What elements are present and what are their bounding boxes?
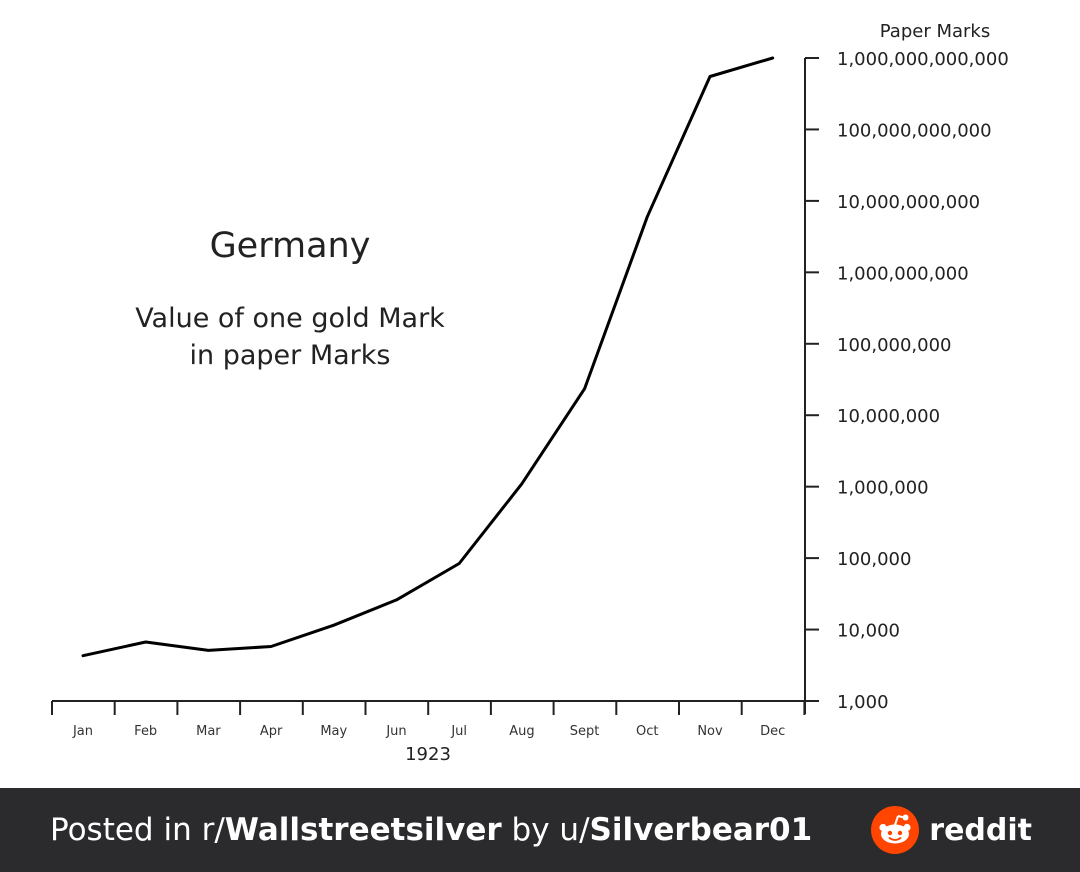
reddit-wordmark: reddit: [929, 812, 1032, 848]
by-user-prefix: by u/: [501, 812, 590, 848]
y-tick-label: 10,000,000: [837, 406, 940, 427]
reddit-brand[interactable]: reddit: [871, 806, 1032, 854]
x-tick-label: Jan: [72, 724, 93, 739]
reddit-logo-icon: [871, 806, 920, 854]
chart-title: Germany: [210, 226, 371, 266]
x-tick-label: Aug: [509, 724, 534, 739]
y-tick-label: 1,000,000,000,000: [837, 49, 1009, 70]
x-tick-label: Mar: [196, 724, 221, 739]
x-tick-label: Oct: [636, 724, 658, 739]
x-tick-label: Dec: [760, 724, 785, 739]
series-line: [81, 56, 775, 658]
x-axis-label: 1923: [405, 744, 451, 765]
y-tick-label: 1,000,000,000: [837, 263, 969, 284]
y-tick-label: 10,000: [837, 621, 900, 642]
chart-subtitle-line-2: in paper Marks: [190, 340, 391, 371]
x-tick-label: Jul: [450, 724, 467, 739]
y-axis-label: Paper Marks: [880, 21, 990, 42]
y-tick-label: 1,000: [837, 692, 889, 713]
chart-subtitle-line-1: Value of one gold Mark: [135, 303, 445, 334]
y-tick-label: 1,000,000: [837, 478, 929, 499]
line-chart: 1,000 10,000 100,000 1,000,000 10,000,000 100…: [51, 21, 1009, 765]
x-tick-label: May: [320, 724, 347, 739]
chart-area: 1,000 10,000 100,000 1,000,000 10,000,000 100…: [51, 21, 1009, 765]
y-tick-label: 100,000,000,000: [837, 120, 992, 141]
x-tick-label: Sept: [570, 724, 600, 739]
posted-in-prefix: Posted in r/: [50, 812, 225, 848]
username[interactable]: Silverbear01: [589, 812, 813, 848]
post-attribution: Posted in r/Wallstreetsilver by u/Silver…: [50, 812, 812, 848]
subreddit-name[interactable]: Wallstreetsilver: [224, 812, 502, 848]
x-tick-label: Feb: [134, 724, 157, 739]
y-tick-label: 100,000: [837, 549, 911, 570]
x-tick-label: Jun: [385, 724, 406, 739]
x-tick-label: Nov: [697, 724, 723, 739]
y-tick-label: 100,000,000: [837, 335, 952, 356]
post-footer: Posted in r/Wallstreetsilver by u/Silver…: [0, 788, 1080, 872]
x-tick-label: Apr: [260, 724, 283, 739]
y-tick-label: 10,000,000,000: [837, 192, 980, 213]
